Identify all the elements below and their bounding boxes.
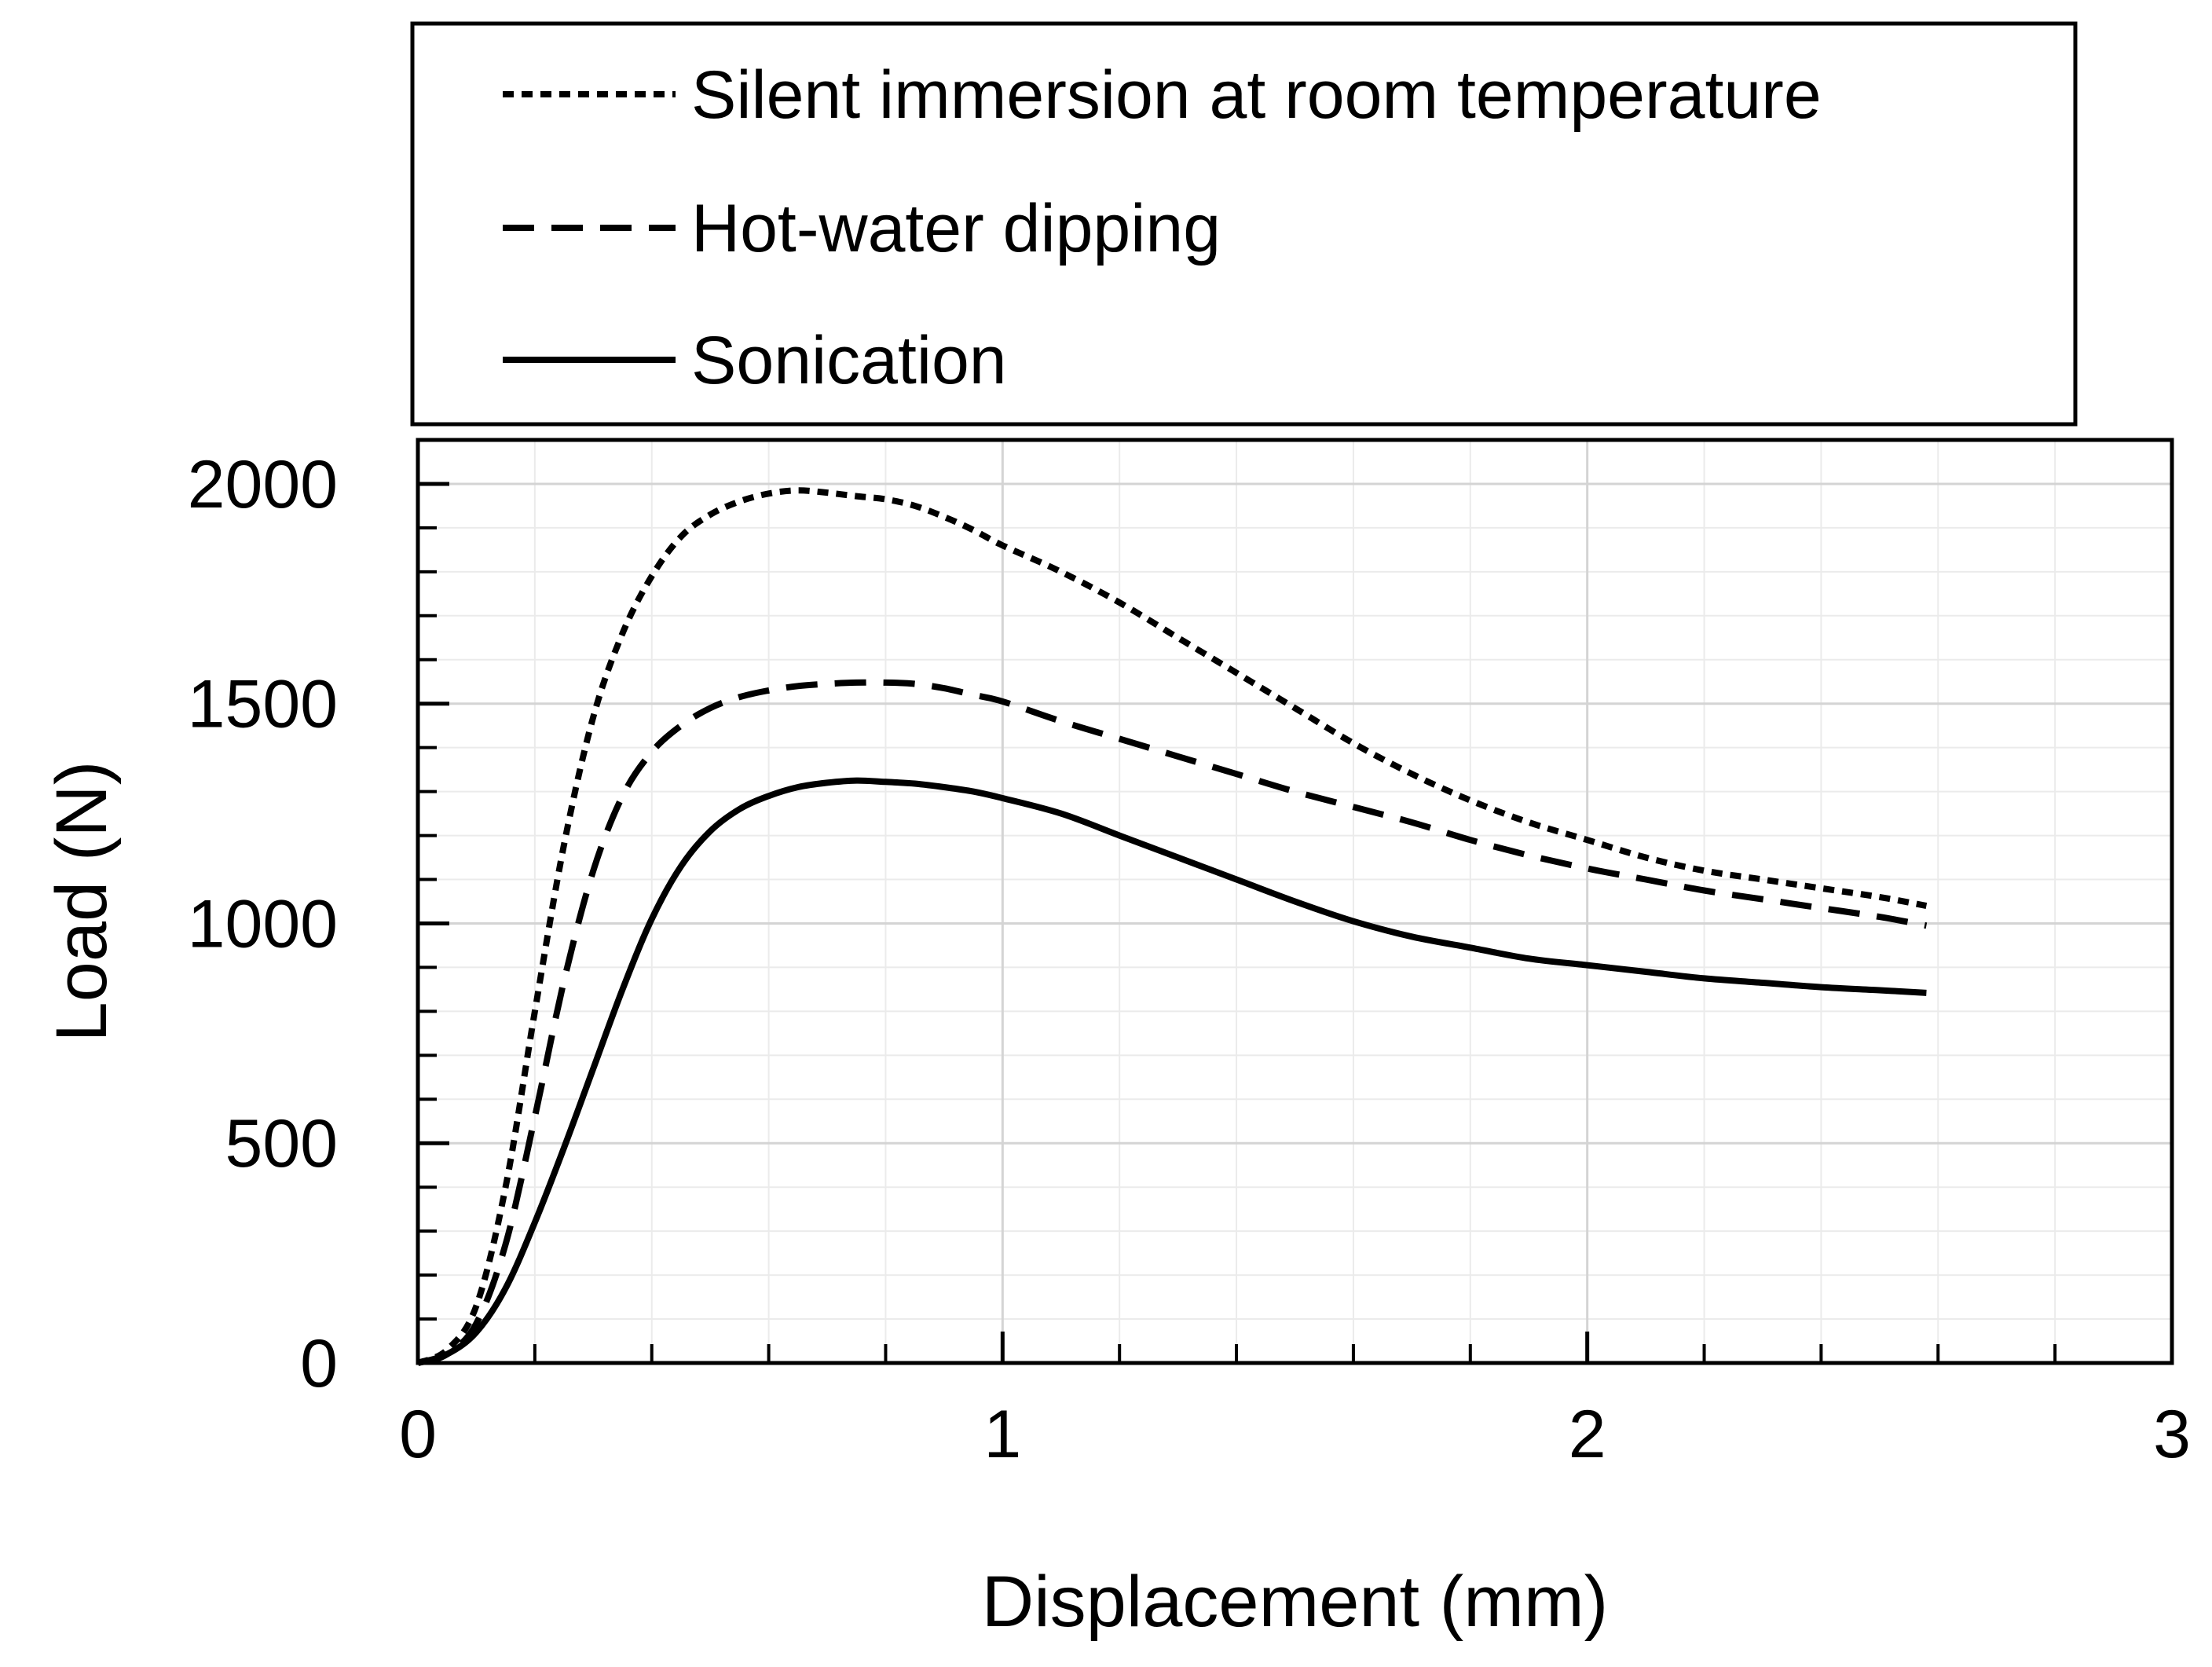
x-axis-title: Displacement (mm) [982, 1562, 1608, 1642]
legend: Silent immersion at room temperature Hot-… [410, 21, 2078, 427]
y-tick-label: 1500 [188, 667, 338, 742]
y-tick-label: 1000 [188, 886, 338, 962]
y-tick-label: 0 [300, 1326, 338, 1401]
y-tick-label: 500 [225, 1106, 339, 1182]
series-line-2 [416, 679, 1928, 1366]
y-axis-title: Load (N) [42, 761, 122, 1042]
series-lines [416, 487, 1928, 1366]
y-tick-label: 2000 [188, 447, 338, 522]
plot-frame [416, 438, 2174, 1365]
legend-label-1: Silent immersion at room temperature [691, 57, 1822, 133]
legend-label-3: Sonication [691, 323, 1007, 398]
legend-label-2: Hot-water dipping [691, 191, 1221, 266]
tick-labels: 0 1 2 3 0 500 1000 1500 2000 [188, 447, 2191, 1472]
x-tick-label: 3 [2153, 1397, 2191, 1472]
x-tick-label: 1 [983, 1397, 1021, 1472]
series-line-1 [416, 487, 1928, 1366]
x-tick-label: 2 [1569, 1397, 1606, 1472]
series-line-3 [416, 777, 1927, 1366]
major-grid [418, 440, 2172, 1363]
x-tick-label: 0 [399, 1397, 437, 1472]
legend-box [410, 21, 2078, 427]
